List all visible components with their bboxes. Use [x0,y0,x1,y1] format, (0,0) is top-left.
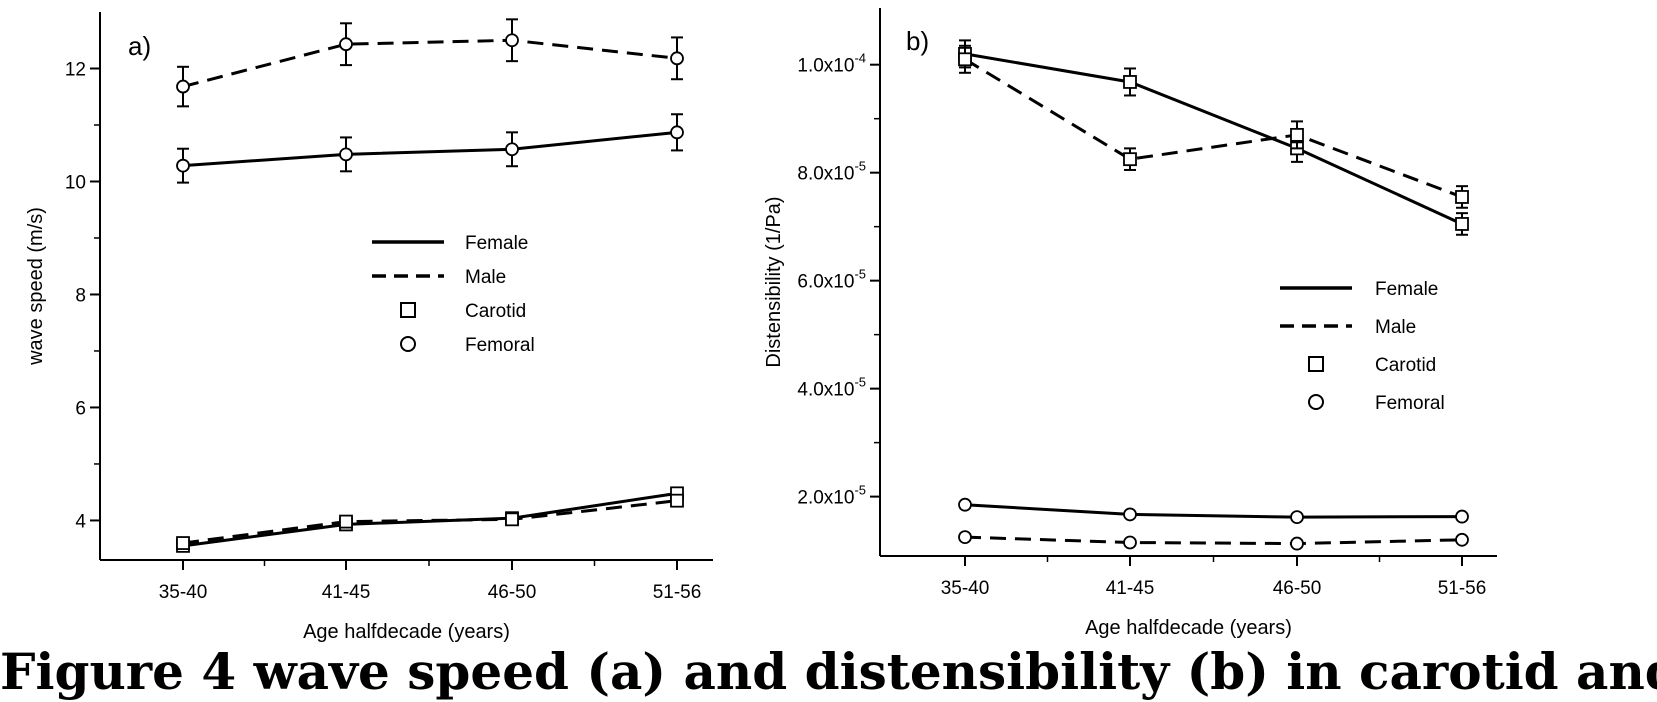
series-line [964,52,1463,226]
x-tick-label: 41-45 [322,582,371,603]
data-point-square [339,514,353,529]
series-female-carotid [958,39,1469,236]
x-tick-label: 35-40 [159,582,208,603]
series-line [182,491,678,548]
figure-charts: 4 6 8 10 12 35-40 41-45 46-50 51-56 Age halfdecad… [25,8,1497,642]
data-point-circle [1290,536,1304,551]
data-point-circle [1290,510,1304,525]
legend-label: Female [465,233,528,254]
series-female-carotid [176,486,684,553]
legend-label: Femoral [465,335,535,356]
legend: Female Male Carotid Femoral [372,233,535,356]
y-axis-title: Distensibility (1/Pa) [763,196,785,367]
data-point-circle [1123,535,1137,550]
series-male-carotid [176,493,684,550]
data-point-circle [670,125,684,140]
panel-label: a) [128,31,151,61]
data-point-square [1290,127,1304,142]
x-tick-label: 46-50 [488,582,537,603]
data-point-circle [176,158,190,173]
x-axis-title: Age halfdecade (years) [1085,617,1292,639]
chart-panel-b: 2.0x10-5 4.0x10-5 6.0x10-5 8.0x10-5 1.0x10-4… [763,8,1497,639]
legend: Female Male Carotid Femoral [1280,279,1445,414]
series-male-femoral [176,18,684,108]
series-male-carotid [958,44,1469,209]
data-point-square [1455,190,1469,204]
data-point-circle [1455,532,1469,547]
legend-label: Male [1375,317,1416,338]
data-point-square [1123,152,1137,167]
series-line [182,130,678,168]
legend-swatch-circle [400,336,416,352]
legend-label: Carotid [1375,355,1436,376]
y-axis-title: wave speed (m/s) [25,207,47,366]
series-line [182,38,678,89]
y-tick-label: 2.0x10-5 [797,483,866,509]
data-point-square [1123,75,1137,89]
data-point-square [670,493,684,508]
series-line [964,503,1463,519]
data-point-circle [505,33,519,48]
x-tick-label: 46-50 [1273,578,1322,599]
legend-swatch-square [400,302,416,318]
chart-panel-a: 4 6 8 10 12 35-40 41-45 46-50 51-56 Age halfdecad… [25,12,713,642]
figure-caption: Figure 4 wave speed (a) and distensibili… [0,642,1657,701]
series-line [964,535,1463,546]
y-tick-label: 1.0x10-4 [797,51,866,77]
legend-label: Male [465,267,506,288]
y-tick-label: 6.0x10-5 [797,267,866,293]
data-point-circle [339,147,353,162]
data-point-square [1455,217,1469,231]
legend-swatch-square [1308,356,1324,372]
legend-label: Female [1375,279,1438,300]
series-line [182,499,678,545]
panel-label: b) [906,26,929,56]
legend-label: Carotid [465,301,526,322]
x-tick-label: 35-40 [941,578,990,599]
x-tick-label: 41-45 [1106,578,1155,599]
series-male-femoral [958,530,1469,551]
data-point-circle [958,530,972,545]
data-point-circle [176,79,190,94]
data-point-square [505,512,519,527]
series-line [964,58,1463,199]
legend-label: Femoral [1375,393,1445,414]
data-point-circle [958,497,972,512]
y-tick-label: 6 [75,398,86,419]
legend-swatch-circle [1308,394,1324,410]
y-tick-label: 12 [65,59,86,80]
data-point-circle [339,37,353,52]
series-female-femoral [176,113,684,184]
y-tick-label: 4 [75,511,86,532]
y-tick-label: 10 [65,172,86,193]
data-point-circle [1455,509,1469,524]
data-point-square [958,52,972,67]
data-point-circle [1123,507,1137,522]
data-point-square [176,536,190,550]
y-tick-label: 8.0x10-5 [797,159,866,185]
series-female-femoral [958,497,1469,525]
data-point-circle [505,142,519,157]
x-tick-label: 51-56 [1438,578,1487,599]
x-axis-title: Age halfdecade (years) [303,621,510,642]
x-tick-label: 51-56 [653,582,702,603]
y-tick-label: 8 [75,285,86,306]
y-tick-label: 4.0x10-5 [797,375,866,401]
data-point-circle [670,51,684,66]
